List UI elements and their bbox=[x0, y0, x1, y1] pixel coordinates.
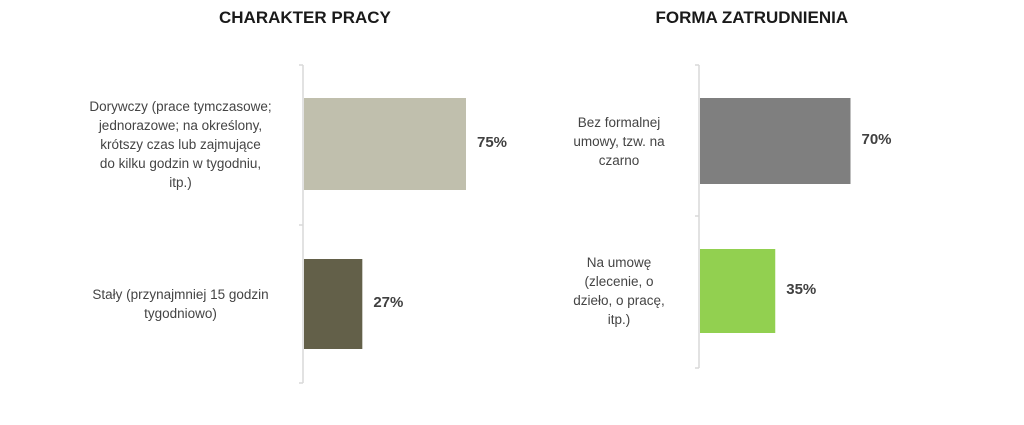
chart-plot bbox=[299, 64, 466, 384]
chart-1: CHARAKTER PRACY 75% Dorywczy (prace tymcza… bbox=[73, 8, 508, 384]
chart-plot bbox=[695, 64, 851, 369]
data-label: 27% bbox=[373, 294, 404, 311]
category-label: Bez formalnej umowy, tzw. na czarno bbox=[554, 113, 684, 170]
category-label-line: Dorywczy (prace tymczasowe; bbox=[89, 98, 272, 114]
bar bbox=[700, 98, 851, 184]
category-label: Stały (przynajmniej 15 godzin tygodniowo) bbox=[73, 285, 288, 323]
bar bbox=[304, 259, 363, 349]
category-label-line: czarno bbox=[598, 152, 640, 168]
chart-2: FORMA ZATRUDNIENIA 70% Bez formalnej umowy,… bbox=[512, 0, 1024, 425]
category-label-line: tygodniowo) bbox=[144, 306, 217, 321]
category-label-line: (zlecenie, o bbox=[584, 274, 654, 289]
category-label-line: Na umowę bbox=[586, 255, 652, 270]
category-label-line: dzieło, o pracę, bbox=[573, 293, 665, 308]
data-label: 75% bbox=[477, 134, 508, 151]
chart-title: FORMA ZATRUDNIENIA bbox=[655, 8, 849, 27]
category-label: Dorywczy (prace tymczasowe; jednorazowe; … bbox=[73, 97, 288, 192]
data-label: 35% bbox=[786, 281, 817, 298]
category-label-line: krótszy czas lub zajmujące bbox=[100, 136, 261, 152]
category-label-line: jednorazowe; na określony, bbox=[98, 117, 263, 133]
bar bbox=[700, 249, 776, 333]
data-label: 70% bbox=[861, 131, 892, 148]
chart-title: CHARAKTER PRACY bbox=[219, 8, 391, 27]
category-label-line: Stały (przynajmniej 15 godzin bbox=[92, 287, 269, 302]
category-label-line: itp.) bbox=[607, 312, 631, 327]
category-label-line: itp.) bbox=[169, 174, 192, 190]
category-label-line: do kilku godzin w tygodniu, bbox=[99, 155, 262, 171]
category-label-line: umowy, tzw. na bbox=[573, 133, 665, 149]
bar bbox=[304, 98, 466, 190]
category-label: Na umowę (zlecenie, o dzieło, o pracę, itp.… bbox=[554, 253, 684, 329]
category-label-line: Bez formalnej bbox=[577, 114, 661, 130]
